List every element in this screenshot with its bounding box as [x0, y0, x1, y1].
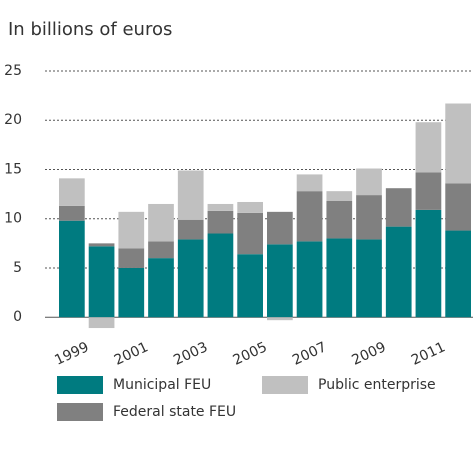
x-tick-label: 2001: [112, 339, 151, 369]
bar-segment: [445, 103, 471, 184]
y-tick-label: 25: [4, 63, 22, 79]
bar-segment: [59, 205, 85, 221]
y-tick-label: 15: [4, 161, 22, 177]
bar-segment: [237, 254, 263, 318]
bar-segment: [415, 172, 442, 210]
bar-segment: [148, 258, 174, 318]
bar-segment: [88, 317, 115, 329]
bar-segment: [207, 233, 234, 318]
y-tick-label: 5: [13, 260, 22, 276]
bar-segment: [385, 226, 412, 318]
x-tick-label: 2011: [409, 339, 448, 369]
legend-label: Federal state FEU: [113, 404, 236, 420]
x-tick-label: 2007: [290, 339, 329, 369]
legend-swatch: [57, 403, 103, 421]
bar-segment: [237, 201, 263, 213]
bar-segment: [177, 239, 204, 318]
bar-segment: [118, 248, 145, 268]
bar-segment: [326, 238, 353, 318]
chart-subtitle: In billions of euros: [8, 19, 172, 40]
y-tick-label: 20: [4, 112, 22, 128]
bar-segment: [326, 191, 353, 202]
bar-segment: [177, 170, 204, 220]
x-tick-label: 2003: [171, 339, 210, 369]
bar-segment: [385, 188, 412, 227]
bar-segment: [237, 212, 263, 255]
bar-segment: [326, 201, 353, 239]
bar-segment: [356, 168, 382, 196]
y-tick-label: 0: [13, 309, 22, 325]
bar-segment: [415, 209, 442, 318]
bar-segment: [356, 239, 382, 318]
legend-swatch: [262, 376, 308, 394]
bar-segment: [267, 244, 293, 318]
bar-segment: [88, 246, 115, 318]
legend-label: Public enterprise: [318, 377, 436, 393]
bar-segment: [445, 230, 471, 318]
bar-segment: [148, 203, 174, 242]
bar-segment: [207, 210, 234, 234]
legend-label: Municipal FEU: [113, 377, 211, 393]
bar-segment: [177, 219, 204, 240]
bar-segment: [118, 211, 145, 249]
bar-segment: [356, 195, 382, 240]
bar-segment: [88, 243, 115, 247]
bar-segment: [207, 203, 234, 211]
bar-segment: [267, 211, 293, 245]
bar-segment: [118, 267, 145, 318]
y-tick-label: 10: [4, 211, 22, 227]
bar-segment: [267, 317, 293, 321]
legend-swatch: [57, 376, 103, 394]
x-tick-label: 2009: [349, 339, 388, 369]
bar-segment: [415, 122, 442, 173]
bar-segment: [59, 178, 85, 206]
bar-segment: [445, 183, 471, 231]
bar-segment: [59, 220, 85, 318]
bar-segment: [296, 191, 323, 242]
bar-segment: [296, 241, 323, 318]
bar-segment: [148, 241, 174, 259]
bar-segment: [296, 174, 323, 192]
x-tick-label: 1999: [52, 339, 91, 369]
x-tick-label: 2005: [231, 339, 270, 369]
